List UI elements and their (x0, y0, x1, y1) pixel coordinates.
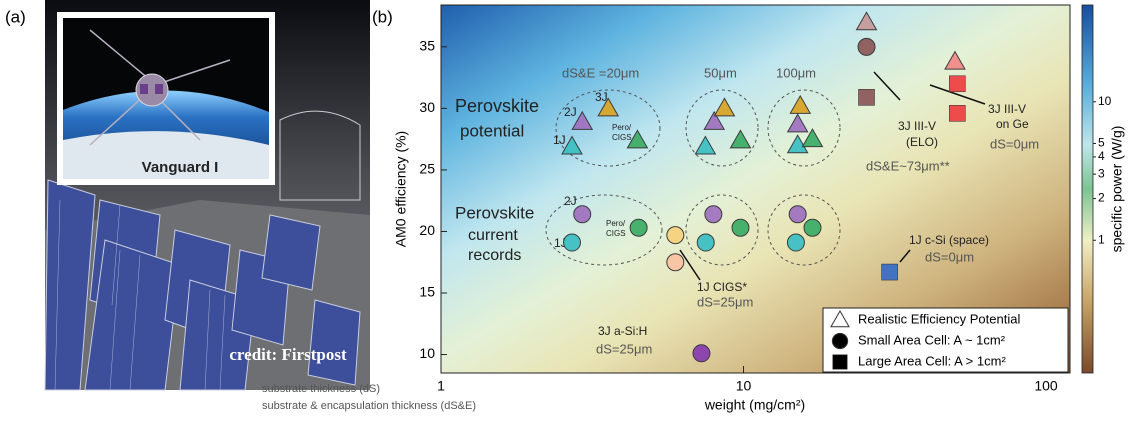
annotation: substrate & encapsulation thickness (dS&… (262, 400, 476, 412)
annotation: dS=25μm (596, 341, 652, 356)
circle-marker (786, 233, 805, 252)
circle-marker (788, 205, 807, 224)
x-tick-label: 10 (736, 378, 752, 394)
circle-marker (692, 344, 711, 363)
legend-label: Realistic Efficiency Potential (858, 311, 1020, 326)
square-marker (858, 89, 875, 106)
circle-marker (573, 205, 592, 224)
y-tick-label: 30 (419, 99, 435, 115)
colorbar (1081, 4, 1094, 374)
annotation: 1J (553, 133, 566, 147)
y-tick-label: 15 (419, 284, 435, 300)
legend-box (822, 307, 1069, 373)
annotation: dS=0μm (990, 136, 1039, 151)
annotation: Perovskite (455, 203, 534, 222)
legend-marker (832, 354, 848, 370)
annotation: records (468, 247, 521, 264)
panel-label: (a) (5, 7, 26, 26)
leader-lines (679, 71, 986, 281)
triangle-marker (855, 11, 878, 31)
annotation: Pero/ (606, 219, 626, 228)
colorbar-tick-label: 5 (1098, 136, 1105, 150)
square-marker (949, 105, 966, 122)
triangle-marker (597, 97, 620, 117)
colorbar-tick-label: 4 (1098, 149, 1105, 163)
annotation: CIGS (612, 133, 632, 142)
annotation: dS&E~73μm** (866, 158, 950, 173)
annotation: current (468, 227, 518, 244)
triangle-marker (786, 113, 809, 133)
x-tick-label: 100 (1034, 378, 1058, 394)
y-tick-label: 20 (419, 222, 435, 238)
y-tick-label: 35 (419, 38, 435, 54)
x-axis-label: weight (mg/cm²) (704, 397, 805, 413)
annotation: 50μm (704, 65, 737, 80)
colorbar-label: specific power (W/g) (1109, 126, 1125, 253)
group-outlines (545, 89, 841, 266)
annotation: dS&E =20μm (562, 65, 639, 80)
y-axis-label: AM0 efficiency (%) (393, 131, 409, 247)
y-tick-label: 10 (419, 345, 435, 361)
triangle-marker (694, 135, 717, 155)
circle-marker (857, 37, 876, 56)
panel-label: (b) (372, 7, 393, 26)
circle-marker (803, 218, 822, 237)
triangle-marker (626, 129, 649, 149)
plot-frame (440, 4, 1071, 374)
circle-marker (629, 218, 648, 237)
credit: credit: Firstpost (229, 345, 347, 364)
legend-marker (831, 332, 849, 350)
triangle-marker (801, 128, 824, 148)
annotation: 2J (564, 105, 577, 119)
annotation: Pero/ (612, 123, 632, 132)
circle-marker (704, 205, 723, 224)
circle-marker (562, 233, 581, 252)
annotation: dS=25μm (697, 294, 753, 309)
circle-marker (731, 218, 750, 237)
annotation: 3J a-Si:H (598, 324, 647, 338)
triangle-marker (713, 97, 736, 117)
annotation: (ELO) (906, 135, 938, 149)
annotation: 1J c-Si (space) (909, 233, 989, 247)
inset-caption: Vanguard I (142, 159, 219, 176)
x-tick-label: 1 (437, 378, 445, 394)
annotation: dS=0μm (925, 249, 974, 264)
circle-marker (696, 233, 715, 252)
triangle-marker (561, 135, 583, 155)
colorbar-tick-label: 3 (1098, 166, 1105, 180)
triangle-marker (944, 50, 966, 70)
annotation: potential (460, 121, 524, 140)
annotation: 2J (564, 194, 577, 208)
annotation: CIGS (606, 229, 626, 238)
circle-marker (666, 226, 685, 245)
photo (44, 0, 370, 391)
y-tick-label: 25 (419, 161, 435, 177)
annotation: substrate thickness (dS) (262, 383, 380, 395)
annotation: 3J (595, 90, 608, 104)
legend-label: Small Area Cell: A ~ 1cm² (858, 332, 1006, 347)
square-marker (949, 75, 966, 93)
square-marker (881, 263, 898, 281)
triangle-marker (786, 134, 809, 154)
annotation: Perovskite (455, 96, 539, 116)
triangle-marker (789, 94, 812, 114)
legend-marker (830, 309, 850, 328)
annotation: 100μm (776, 65, 816, 80)
colorbar-tick-label: 10 (1098, 94, 1112, 108)
circle-marker (666, 253, 685, 272)
annotation: on Ge (996, 117, 1029, 131)
colorbar-tick-label: 1 (1098, 232, 1105, 246)
annotation: 1J CIGS* (697, 280, 747, 294)
triangle-marker (571, 110, 594, 130)
triangle-marker (729, 129, 752, 149)
colorbar-tick-label: 2 (1098, 191, 1105, 205)
annotation: 3J III-V (898, 119, 936, 133)
triangle-marker (703, 110, 726, 130)
legend-label: Large Area Cell: A > 1cm² (858, 353, 1006, 368)
annotation: 3J III-V (988, 102, 1026, 116)
